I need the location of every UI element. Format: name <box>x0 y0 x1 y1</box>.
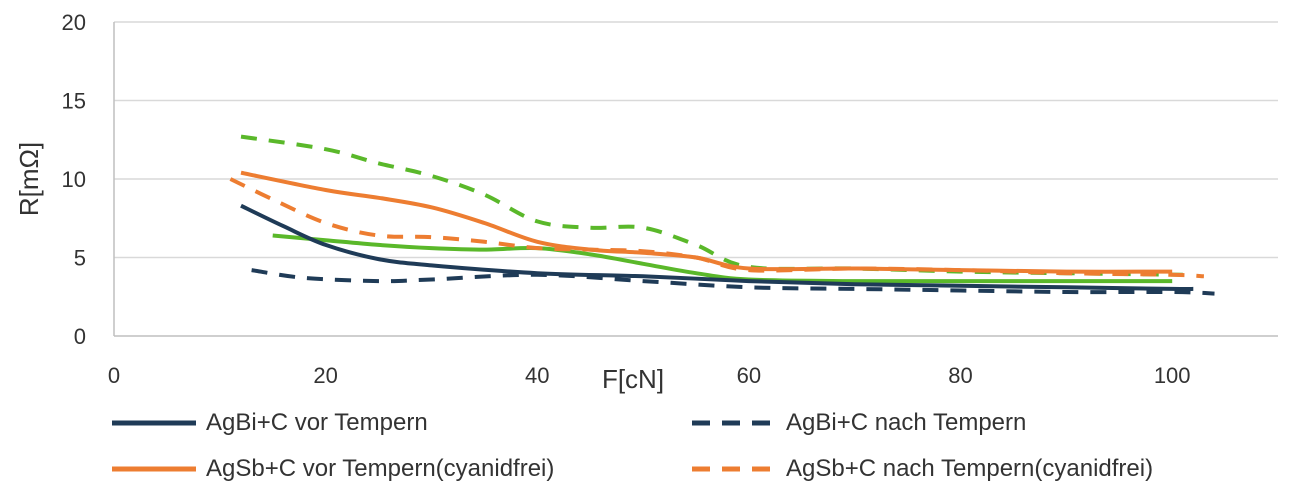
legend-swatch <box>112 466 196 472</box>
legend-swatch <box>112 420 196 426</box>
legend-label: AgBi+C vor Tempern <box>206 409 428 436</box>
legend-label: AgBi+C nach Tempern <box>786 409 1027 436</box>
y-tick-label: 0 <box>74 324 86 349</box>
legend-swatch <box>692 420 776 426</box>
legend-item-agsb-nach: AgSb+C nach Tempern(cyanidfrei) <box>690 446 1270 492</box>
series-line-4 <box>272 233 1173 284</box>
legend-item-agsb-vor: AgSb+C vor Tempern(cyanidfrei) <box>110 446 690 492</box>
series-line-0 <box>240 203 1194 292</box>
x-tick-label: 40 <box>525 363 549 388</box>
y-tick-label: 15 <box>62 89 86 114</box>
legend: AgBi+C vor Tempern AgBi+C nach Tempern A… <box>110 400 1270 496</box>
legend-label: AgSb+C nach Tempern(cyanidfrei) <box>786 455 1154 482</box>
x-tick-label: 100 <box>1154 363 1191 388</box>
x-tick-label: 60 <box>737 363 761 388</box>
y-tick-label: 10 <box>62 167 86 192</box>
series-line-2 <box>240 170 1173 274</box>
legend-label: AgSb+C vor Tempern(cyanidfrei) <box>206 455 555 482</box>
series-line-5 <box>240 134 1183 277</box>
y-tick-label: 20 <box>62 10 86 35</box>
legend-item-agbi-vor: AgBi+C vor Tempern <box>110 400 690 446</box>
x-tick-label: 80 <box>948 363 972 388</box>
legend-item-agbi-nach: AgBi+C nach Tempern <box>690 400 1270 446</box>
x-axis-title: F[cN] <box>602 364 664 394</box>
x-tick-label: 0 <box>108 363 120 388</box>
series-line-1 <box>251 268 1215 296</box>
y-axis-title: R[mΩ] <box>14 142 44 216</box>
x-tick-label: 20 <box>313 363 337 388</box>
legend-swatch <box>692 466 776 472</box>
line-chart: 0 5 10 15 20 0 20 40 60 80 100 F[cN] R[mΩ] <box>14 10 1278 394</box>
y-tick-label: 5 <box>74 246 86 271</box>
